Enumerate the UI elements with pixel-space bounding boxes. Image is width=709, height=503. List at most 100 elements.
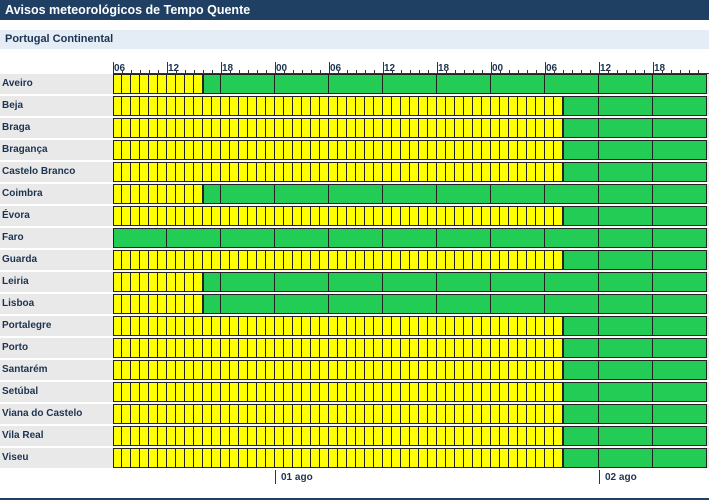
yellow-warning-slot (455, 316, 464, 336)
yellow-warning-slot (320, 316, 329, 336)
hour-label: 06 (546, 63, 558, 74)
yellow-warning-slot (509, 250, 518, 270)
district-name: Leiria (2, 276, 29, 287)
yellow-warning-slot (203, 382, 212, 402)
district-row: Setúbal (0, 382, 709, 402)
warning-timeline (113, 426, 709, 446)
yellow-warning-slot (113, 140, 122, 160)
green-warning-slot (527, 294, 536, 314)
green-warning-slot (680, 448, 689, 468)
yellow-warning-slot (257, 140, 266, 160)
yellow-warning-slot (365, 118, 374, 138)
yellow-warning-slot (320, 404, 329, 424)
district-row: Vila Real (0, 426, 709, 446)
green-warning-slot (662, 426, 671, 446)
green-warning-slot (347, 74, 356, 94)
green-warning-slot (437, 228, 446, 248)
green-warning-slot (644, 206, 653, 226)
yellow-warning-slot (167, 426, 176, 446)
yellow-warning-slot (122, 250, 131, 270)
green-warning-slot (590, 448, 599, 468)
green-warning-slot (212, 228, 221, 248)
yellow-warning-slot (347, 382, 356, 402)
hour-tick (329, 62, 330, 74)
yellow-warning-slot (176, 294, 185, 314)
green-warning-slot (626, 118, 635, 138)
green-warning-slot (239, 228, 248, 248)
green-warning-slot (500, 184, 509, 204)
green-warning-slot (572, 272, 581, 292)
minor-tick (158, 70, 159, 74)
yellow-warning-slot (365, 426, 374, 446)
minor-tick (590, 70, 591, 74)
yellow-warning-slot (284, 96, 293, 116)
minor-tick (617, 70, 618, 74)
yellow-warning-slot (167, 96, 176, 116)
yellow-warning-slot (248, 426, 257, 446)
yellow-warning-slot (482, 404, 491, 424)
green-warning-slot (617, 272, 626, 292)
yellow-warning-slot (185, 162, 194, 182)
green-warning-slot (689, 206, 698, 226)
green-warning-slot (644, 360, 653, 380)
yellow-warning-slot (140, 316, 149, 336)
yellow-warning-slot (140, 426, 149, 446)
green-warning-slot (302, 74, 311, 94)
yellow-warning-slot (167, 184, 176, 204)
green-warning-slot (500, 74, 509, 94)
yellow-warning-slot (302, 316, 311, 336)
yellow-warning-slot (275, 426, 284, 446)
yellow-warning-slot (185, 250, 194, 270)
yellow-warning-slot (194, 140, 203, 160)
green-warning-slot (644, 404, 653, 424)
yellow-warning-slot (464, 448, 473, 468)
green-warning-slot (302, 184, 311, 204)
minor-tick (239, 70, 240, 74)
yellow-warning-slot (122, 272, 131, 292)
yellow-warning-slot (464, 316, 473, 336)
green-warning-slot (356, 228, 365, 248)
green-warning-slot (680, 184, 689, 204)
yellow-warning-slot (311, 404, 320, 424)
yellow-warning-slot (311, 382, 320, 402)
green-warning-slot (473, 294, 482, 314)
yellow-warning-slot (545, 426, 554, 446)
yellow-warning-slot (509, 426, 518, 446)
warning-timeline (113, 250, 709, 270)
yellow-warning-slot (374, 118, 383, 138)
yellow-warning-slot (176, 404, 185, 424)
green-warning-slot (239, 294, 248, 314)
yellow-warning-slot (410, 118, 419, 138)
district-name: Porto (2, 342, 29, 353)
district-name: Évora (2, 210, 30, 221)
green-warning-slot (662, 228, 671, 248)
green-warning-slot (635, 426, 644, 446)
green-warning-slot (275, 74, 284, 94)
minor-tick (365, 70, 366, 74)
yellow-warning-slot (401, 316, 410, 336)
yellow-warning-slot (527, 360, 536, 380)
green-warning-slot (590, 338, 599, 358)
green-warning-slot (293, 272, 302, 292)
green-warning-slot (365, 272, 374, 292)
yellow-warning-slot (545, 206, 554, 226)
green-warning-slot (680, 74, 689, 94)
yellow-warning-slot (428, 338, 437, 358)
green-warning-slot (698, 228, 707, 248)
yellow-warning-slot (473, 360, 482, 380)
green-warning-slot (662, 294, 671, 314)
green-warning-slot (671, 74, 680, 94)
yellow-warning-slot (203, 250, 212, 270)
green-warning-slot (581, 250, 590, 270)
green-warning-slot (293, 184, 302, 204)
yellow-warning-slot (374, 382, 383, 402)
yellow-warning-slot (320, 118, 329, 138)
yellow-warning-slot (284, 162, 293, 182)
minor-tick (446, 70, 447, 74)
minor-tick (455, 70, 456, 74)
green-warning-slot (293, 74, 302, 94)
yellow-warning-slot (446, 140, 455, 160)
yellow-warning-slot (320, 382, 329, 402)
yellow-warning-slot (554, 206, 563, 226)
yellow-warning-slot (311, 140, 320, 160)
